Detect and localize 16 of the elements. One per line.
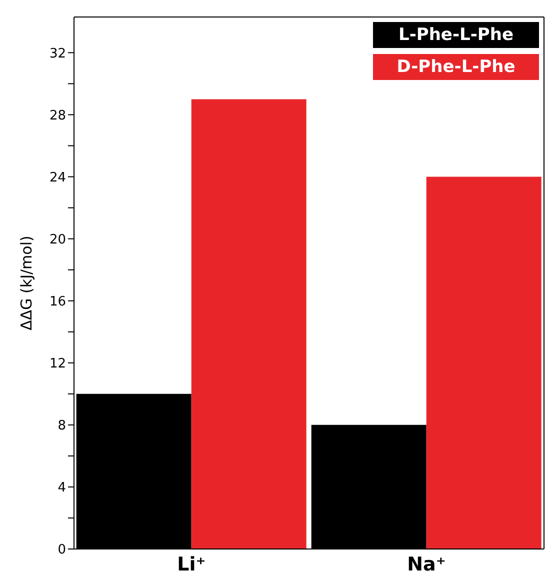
y-tick-label: 16 <box>49 294 66 310</box>
bar <box>191 99 306 549</box>
y-tick-label: 0 <box>58 542 66 558</box>
y-tick-label: 24 <box>49 170 66 186</box>
y-tick-label: 32 <box>49 46 66 62</box>
x-tick-label: Na⁺ <box>407 553 446 576</box>
y-tick-label: 8 <box>58 418 66 434</box>
y-tick-label: 28 <box>49 108 66 124</box>
bar <box>426 176 542 549</box>
y-axis-title: ΔΔG (kJ/mol) <box>17 236 36 330</box>
x-tick-label: Li⁺ <box>177 553 206 576</box>
text: D-Phe-L-Phe <box>373 54 539 80</box>
y-tick-label: 4 <box>58 480 66 496</box>
text: L-Phe-L-Phe <box>373 22 539 48</box>
y-tick-label: 12 <box>49 356 66 372</box>
y-tick-label: 20 <box>49 232 66 248</box>
